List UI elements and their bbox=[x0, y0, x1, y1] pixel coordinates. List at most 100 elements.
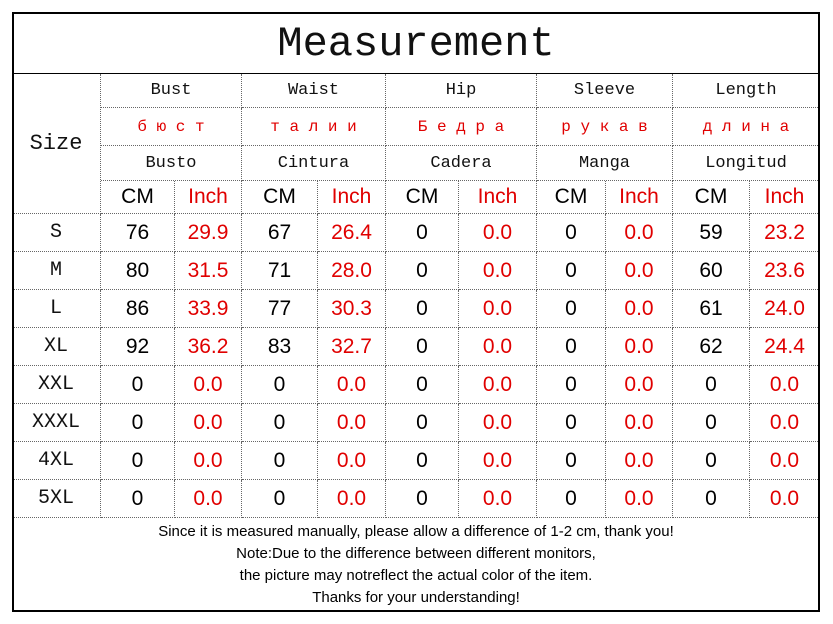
header-en: Length bbox=[673, 74, 820, 108]
value-inch: 24.0 bbox=[750, 290, 820, 329]
unit-inch: Inch bbox=[750, 181, 820, 214]
header-es: Busto bbox=[101, 146, 242, 181]
value-cm: 0 bbox=[386, 214, 459, 253]
value-cm: 0 bbox=[673, 404, 750, 443]
value-cm: 71 bbox=[242, 252, 318, 291]
value-cm: 77 bbox=[242, 290, 318, 329]
value-cm: 80 bbox=[101, 252, 175, 291]
header-en: Waist bbox=[242, 74, 386, 108]
value-cm: 0 bbox=[673, 480, 750, 519]
value-inch: 0.0 bbox=[175, 480, 242, 519]
value-cm: 0 bbox=[386, 252, 459, 291]
value-cm: 0 bbox=[537, 328, 606, 367]
value-inch: 31.5 bbox=[175, 252, 242, 291]
value-inch: 0.0 bbox=[750, 442, 820, 481]
value-cm: 0 bbox=[386, 290, 459, 329]
value-inch: 0.0 bbox=[459, 442, 537, 481]
value-inch: 23.6 bbox=[750, 252, 820, 291]
value-inch: 24.4 bbox=[750, 328, 820, 367]
value-inch: 0.0 bbox=[318, 442, 386, 481]
header-es: Cintura bbox=[242, 146, 386, 181]
value-cm: 0 bbox=[386, 404, 459, 443]
value-inch: 23.2 bbox=[750, 214, 820, 253]
size-header: Size bbox=[12, 74, 101, 214]
unit-cm: CM bbox=[673, 181, 750, 214]
value-inch: 0.0 bbox=[606, 366, 673, 405]
value-cm: 61 bbox=[673, 290, 750, 329]
header-ru: т а л и и bbox=[242, 108, 386, 146]
value-inch: 0.0 bbox=[606, 480, 673, 519]
value-inch: 0.0 bbox=[175, 404, 242, 443]
size-label: L bbox=[12, 290, 101, 329]
value-inch: 36.2 bbox=[175, 328, 242, 367]
note: Note:Due to the difference between diffe… bbox=[236, 545, 596, 562]
value-inch: 30.3 bbox=[318, 290, 386, 329]
value-inch: 0.0 bbox=[459, 328, 537, 367]
value-cm: 0 bbox=[386, 480, 459, 519]
header-en: Sleeve bbox=[537, 74, 673, 108]
value-cm: 0 bbox=[537, 442, 606, 481]
value-cm: 59 bbox=[673, 214, 750, 253]
header-ru: р у к а в bbox=[537, 108, 673, 146]
value-cm: 60 bbox=[673, 252, 750, 291]
value-cm: 0 bbox=[537, 290, 606, 329]
unit-inch: Inch bbox=[606, 181, 673, 214]
header-es: Longitud bbox=[673, 146, 820, 181]
value-inch: 0.0 bbox=[606, 252, 673, 291]
size-label: 5XL bbox=[12, 480, 101, 519]
value-cm: 0 bbox=[242, 442, 318, 481]
value-inch: 0.0 bbox=[459, 480, 537, 519]
value-cm: 0 bbox=[673, 442, 750, 481]
value-inch: 0.0 bbox=[750, 480, 820, 519]
note: Since it is measured manually, please al… bbox=[158, 523, 674, 540]
value-inch: 0.0 bbox=[606, 214, 673, 253]
value-cm: 86 bbox=[101, 290, 175, 329]
size-label: 4XL bbox=[12, 442, 101, 481]
value-inch: 32.7 bbox=[318, 328, 386, 367]
value-cm: 67 bbox=[242, 214, 318, 253]
value-inch: 26.4 bbox=[318, 214, 386, 253]
header-en: Hip bbox=[386, 74, 537, 108]
value-cm: 0 bbox=[537, 480, 606, 519]
value-cm: 0 bbox=[242, 366, 318, 405]
unit-cm: CM bbox=[242, 181, 318, 214]
header-ru: Б е д р а bbox=[386, 108, 537, 146]
size-label: XXL bbox=[12, 366, 101, 405]
value-cm: 0 bbox=[537, 214, 606, 253]
value-inch: 33.9 bbox=[175, 290, 242, 329]
note: Thanks for your understanding! bbox=[312, 589, 520, 606]
value-inch: 29.9 bbox=[175, 214, 242, 253]
unit-cm: CM bbox=[537, 181, 606, 214]
value-inch: 0.0 bbox=[750, 404, 820, 443]
value-inch: 0.0 bbox=[175, 366, 242, 405]
value-inch: 0.0 bbox=[459, 290, 537, 329]
value-inch: 0.0 bbox=[175, 442, 242, 481]
unit-inch: Inch bbox=[318, 181, 386, 214]
unit-cm: CM bbox=[101, 181, 175, 214]
value-cm: 0 bbox=[386, 366, 459, 405]
size-label: XL bbox=[12, 328, 101, 367]
size-label: M bbox=[12, 252, 101, 291]
value-inch: 0.0 bbox=[459, 404, 537, 443]
value-cm: 0 bbox=[242, 480, 318, 519]
title: Measurement bbox=[277, 20, 555, 68]
value-cm: 62 bbox=[673, 328, 750, 367]
value-cm: 0 bbox=[101, 480, 175, 519]
value-cm: 0 bbox=[101, 404, 175, 443]
value-cm: 76 bbox=[101, 214, 175, 253]
unit-inch: Inch bbox=[175, 181, 242, 214]
size-label: XXXL bbox=[12, 404, 101, 443]
header-en: Bust bbox=[101, 74, 242, 108]
value-inch: 28.0 bbox=[318, 252, 386, 291]
value-inch: 0.0 bbox=[459, 252, 537, 291]
value-inch: 0.0 bbox=[606, 404, 673, 443]
value-inch: 0.0 bbox=[750, 366, 820, 405]
unit-inch: Inch bbox=[459, 181, 537, 214]
value-cm: 0 bbox=[101, 442, 175, 481]
unit-cm: CM bbox=[386, 181, 459, 214]
value-inch: 0.0 bbox=[459, 366, 537, 405]
value-inch: 0.0 bbox=[606, 290, 673, 329]
value-inch: 0.0 bbox=[318, 480, 386, 519]
note: the picture may notreflect the actual co… bbox=[239, 567, 593, 584]
